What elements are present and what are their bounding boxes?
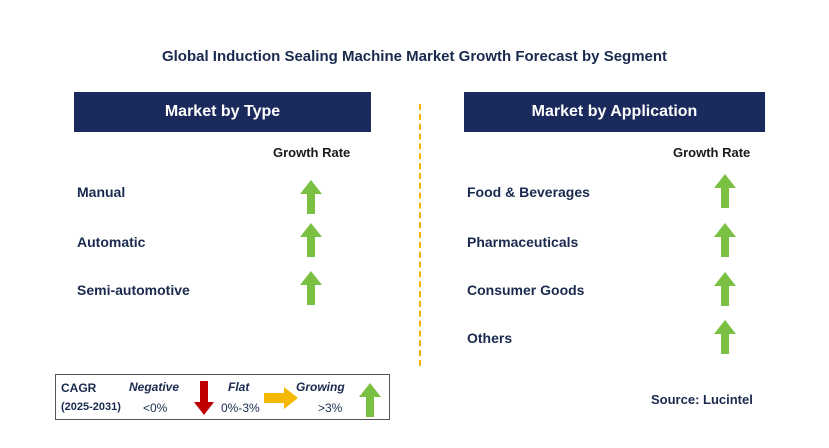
- market-by-type-header-label: Market by Type: [164, 103, 281, 120]
- growing-arrow-icon: [714, 320, 736, 354]
- type-item-semi-automotive: Semi-automotive: [77, 282, 190, 298]
- legend-flat-label: Flat: [228, 380, 250, 394]
- type-item-manual: Manual: [77, 184, 126, 200]
- market-by-application-header-label: Market by Application: [531, 103, 698, 120]
- growing-arrow-icon: [300, 271, 322, 305]
- market-by-type-header: Market by Type: [74, 92, 371, 132]
- growing-arrow-icon: [714, 174, 736, 208]
- chart-title: Global Induction Sealing Machine Market …: [161, 48, 668, 65]
- growing-arrow-icon: [714, 272, 736, 306]
- legend-negative-range: <0%: [143, 401, 168, 415]
- cagr-legend: CAGR (2025-2031) Negative <0% Flat 0%-3%…: [55, 374, 390, 420]
- legend-cagr-label: CAGR: [61, 381, 97, 395]
- left-growth-rate-label: Growth Rate: [273, 145, 351, 160]
- panel-divider: [419, 104, 421, 366]
- application-item-food-beverages: Food & Beverages: [467, 184, 590, 200]
- growing-arrow-icon: [300, 180, 322, 214]
- legend-growing-range: >3%: [318, 401, 343, 415]
- market-by-application-header: Market by Application: [464, 92, 765, 132]
- legend-growing-label: Growing: [296, 380, 345, 394]
- source-label: Source: Lucintel: [651, 392, 753, 407]
- growing-arrow-icon: [300, 223, 322, 257]
- growing-arrow-icon: [359, 383, 381, 417]
- application-item-consumer-goods: Consumer Goods: [467, 282, 585, 298]
- legend-flat-range: 0%-3%: [221, 401, 260, 415]
- type-item-automatic: Automatic: [77, 234, 146, 250]
- right-growth-rate-label: Growth Rate: [673, 145, 751, 160]
- negative-arrow-icon: [194, 381, 214, 415]
- application-item-others: Others: [467, 330, 513, 346]
- application-item-pharmaceuticals: Pharmaceuticals: [467, 234, 579, 250]
- flat-arrow-icon: [264, 387, 298, 409]
- growing-arrow-icon: [714, 223, 736, 257]
- legend-negative-label: Negative: [129, 380, 180, 394]
- legend-period: (2025-2031): [61, 401, 121, 413]
